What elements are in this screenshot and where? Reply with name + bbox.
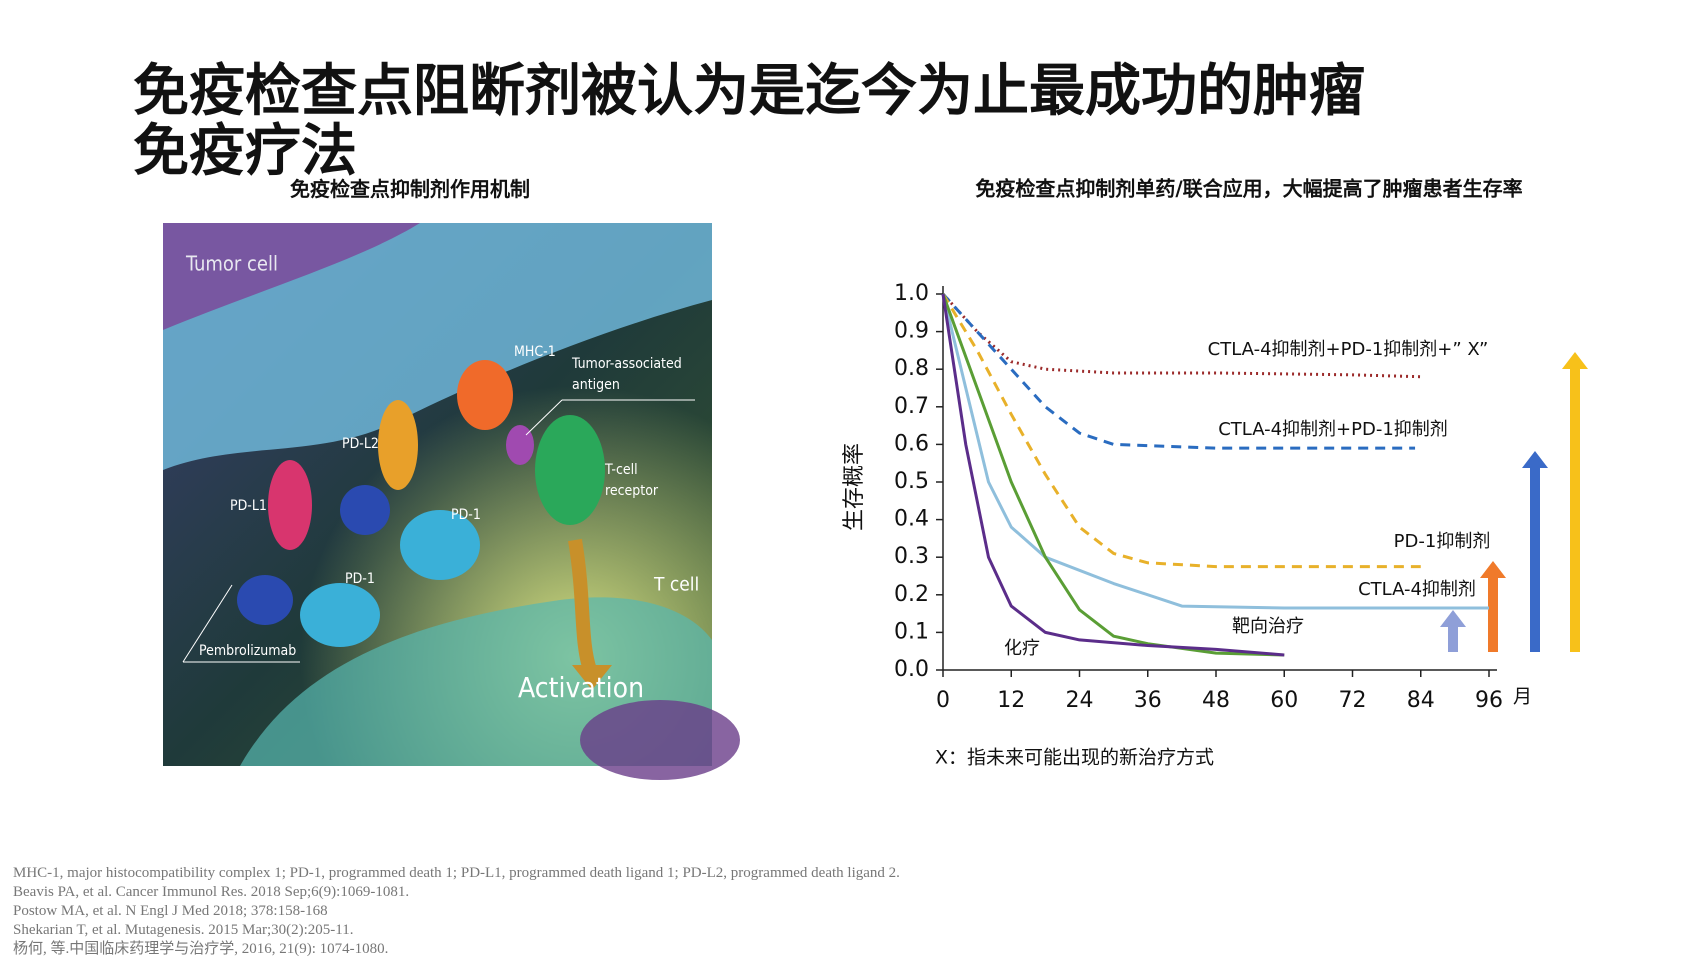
footnotes: MHC-1, major histocompatibility complex … [13, 864, 900, 959]
y-tick-label: 0.8 [894, 356, 929, 381]
y-tick-label: 0.5 [894, 469, 929, 494]
y-tick-label: 1.0 [894, 281, 929, 306]
series-label: CTLA-4抑制剂+PD-1抑制剂+” X” [1208, 339, 1489, 360]
x-axis-label: 月 [1513, 686, 1532, 708]
illustration-label: PD-L2 [342, 436, 379, 452]
y-axis-label: 生存概率 [842, 443, 867, 531]
series-line [941, 292, 1416, 450]
chart-note: X：指未来可能出现的新治疗方式 [935, 747, 1214, 769]
series-label: 化疗 [1004, 638, 1040, 659]
series-label: 靶向治疗 [1232, 616, 1304, 637]
x-tick-label: 36 [1134, 688, 1162, 713]
x-tick-label: 96 [1475, 688, 1503, 713]
illustration-label: T cell [653, 574, 699, 596]
series-label: CTLA-4抑制剂 [1358, 579, 1476, 600]
y-tick-label: 0.1 [894, 619, 929, 644]
footnote: Shekarian T, et al. Mutagenesis. 2015 Ma… [13, 922, 354, 938]
x-tick-label: 0 [936, 688, 950, 713]
x-tick-label: 12 [997, 688, 1025, 713]
illustration-label: Tumor-associated [571, 356, 682, 372]
illustration [163, 223, 740, 780]
arrows [1440, 352, 1588, 652]
x-tick-label: 72 [1339, 688, 1367, 713]
series-line [941, 293, 1421, 569]
y-tick-label: 0.6 [894, 431, 929, 456]
y-tick-label: 0.3 [894, 544, 929, 569]
illustration-label: Activation [518, 671, 644, 704]
panel-caption: 免疫检查点抑制剂作用机制 [290, 177, 530, 201]
y-tick-label: 0.7 [894, 394, 929, 419]
illustration-label: PD-L1 [230, 498, 267, 514]
illustration-label: PD-1 [451, 507, 481, 523]
illustration-label: MHC-1 [514, 344, 556, 360]
x-tick-label: 24 [1066, 688, 1094, 713]
x-tick-label: 60 [1270, 688, 1298, 713]
series-line [941, 293, 1285, 657]
illustration-label: Pembrolizumab [199, 643, 296, 659]
illustration-label: receptor [605, 483, 659, 499]
chart-title: 免疫检查点抑制剂单药/联合应用，大幅提高了肿瘤患者生存率 [975, 177, 1522, 201]
footnote: 杨何, 等.中国临床药理学与治疗学, 2016, 21(9): 1074-108… [13, 941, 389, 957]
illustration-label: Tumor cell [185, 252, 278, 276]
footnote: MHC-1, major histocompatibility complex … [13, 865, 900, 881]
series-line [941, 293, 1285, 657]
x-tick-label: 48 [1202, 688, 1230, 713]
y-tick-label: 0.2 [894, 582, 929, 607]
y-tick-label: 0.0 [894, 657, 929, 682]
slide-title: 免疫检查点阻断剂被认为是迄今为止最成功的肿瘤免疫疗法 [133, 59, 1365, 184]
illustration-label: antigen [572, 377, 620, 393]
y-tick-label: 0.9 [894, 319, 929, 344]
footnote: Beavis PA, et al. Cancer Immunol Res. 20… [13, 884, 410, 900]
series-label: PD-1抑制剂 [1394, 531, 1491, 552]
illustration-label: T-cell [604, 462, 638, 478]
illustration-label: PD-1 [345, 571, 375, 587]
footnote: Postow MA, et al. N Engl J Med 2018; 378… [13, 903, 328, 919]
x-tick-label: 84 [1407, 688, 1435, 713]
y-tick-label: 0.4 [894, 507, 929, 532]
series-label: CTLA-4抑制剂+PD-1抑制剂 [1218, 419, 1448, 440]
series-line [941, 292, 1421, 379]
